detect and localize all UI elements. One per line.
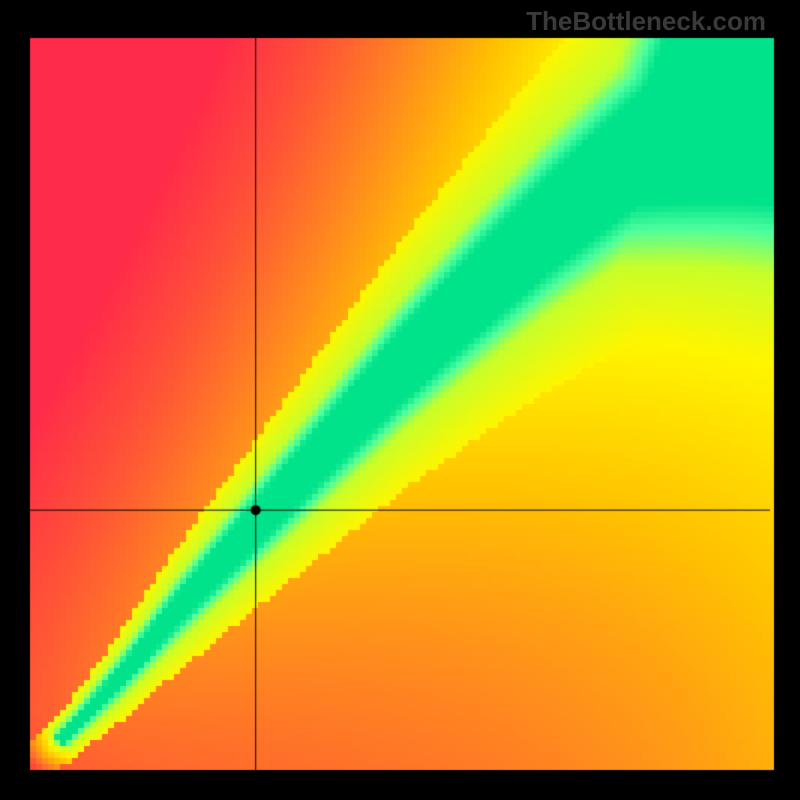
chart-container: TheBottleneck.com [0, 0, 800, 800]
watermark-text: TheBottleneck.com [526, 6, 766, 37]
heatmap-canvas [0, 0, 800, 800]
